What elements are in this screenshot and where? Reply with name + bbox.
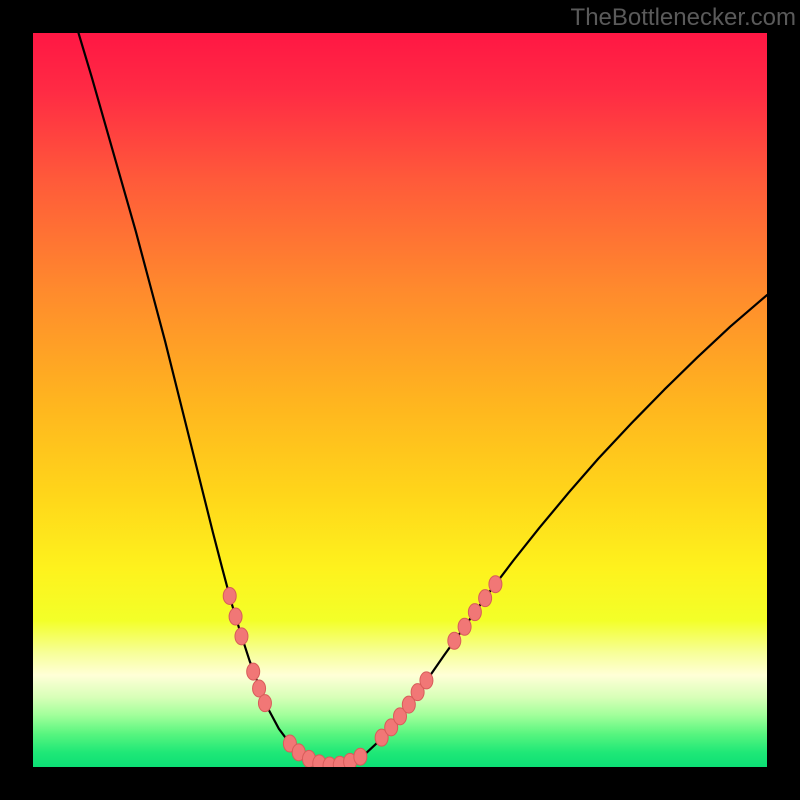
bead [223,587,236,604]
bead [258,695,271,712]
bead [479,590,492,607]
plot-area [33,33,767,767]
bead [229,608,242,625]
bead [489,576,502,593]
bead [354,748,367,765]
bead [247,663,260,680]
chart-svg [33,33,767,767]
bead [235,628,248,645]
bead [448,632,461,649]
bead [468,604,481,621]
bead [420,672,433,689]
bead [458,618,471,635]
gradient-background [33,33,767,767]
attribution-text: TheBottlenecker.com [571,4,796,32]
